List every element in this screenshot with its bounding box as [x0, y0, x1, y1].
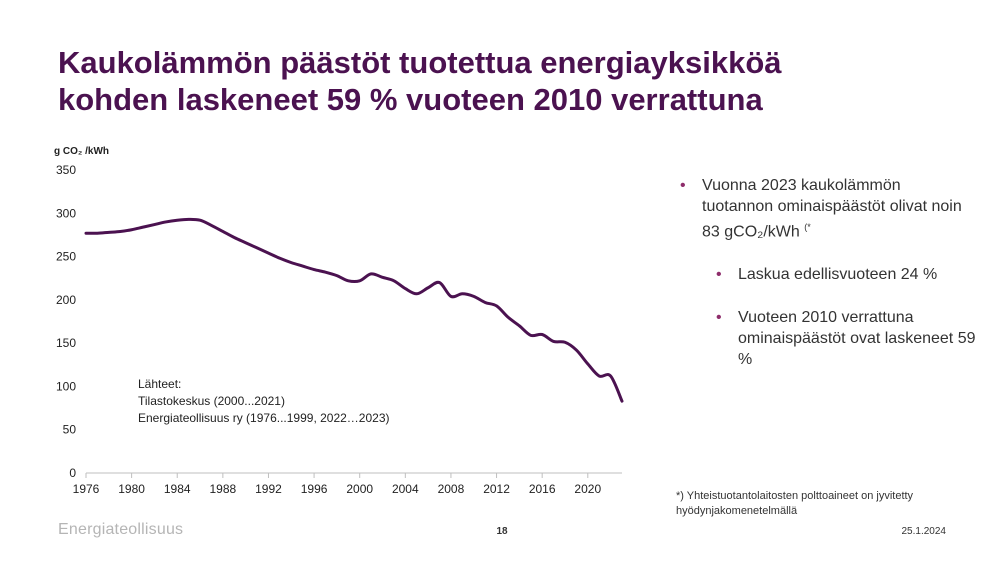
page-number: 18 — [496, 526, 508, 537]
slide-date: 25.1.2024 — [901, 526, 947, 537]
x-tick-label: 2012 — [483, 482, 510, 496]
footnote: *) Yhteistuotantolaitosten polttoaineet … — [676, 490, 914, 517]
sources-line-1: Tilastokeskus (2000...2021) — [138, 394, 285, 408]
y-tick-label: 150 — [56, 336, 76, 350]
x-tick-label: 2008 — [438, 482, 465, 496]
x-tick-label: 2000 — [346, 482, 373, 496]
x-tick-label: 2016 — [529, 482, 556, 496]
bullet-item-sub-1: Laskua edellisvuoteen 24 % — [712, 264, 976, 285]
sources-line-2: Energiateollisuus ry (1976...1999, 2022…… — [138, 411, 390, 425]
sources-heading: Lähteet: — [138, 377, 181, 391]
page-title: Kaukolämmön päästöt tuotettua energiayks… — [58, 44, 958, 118]
bullet-list: Vuonna 2023 kaukolämmön tuotannon ominai… — [676, 175, 976, 392]
x-tick-label: 1996 — [301, 482, 328, 496]
y-tick-label: 50 — [63, 423, 77, 437]
page-title-line-2: kohden laskeneet 59 % vuoteen 2010 verra… — [58, 82, 763, 117]
x-tick-label: 1984 — [164, 482, 191, 496]
x-tick-label: 1988 — [209, 482, 236, 496]
y-tick-label: 250 — [56, 250, 76, 264]
y-tick-label: 300 — [56, 206, 76, 220]
y-axis-title: g CO₂ /kWh — [54, 146, 109, 157]
page-title-line-1: Kaukolämmön päästöt tuotettua energiayks… — [58, 45, 782, 80]
x-tick-label: 1980 — [118, 482, 145, 496]
energiateollisuus-logo: Energiateollisuus — [58, 521, 184, 538]
bullet-item-main: Vuonna 2023 kaukolämmön tuotannon ominai… — [676, 175, 976, 242]
bullet-item-sub-2: Vuoteen 2010 verrattuna ominaispäästöt o… — [712, 307, 976, 370]
emissions-line-chart: g CO₂ /kWh 0 50 100 150 200 250 300 350 1976 1980 1… — [54, 146, 624, 496]
emissions-series-line — [84, 217, 624, 403]
x-tick-label: 1992 — [255, 482, 282, 496]
y-tick-label: 200 — [56, 293, 76, 307]
footnote-marker: (* — [804, 222, 811, 232]
x-tick-label: 1976 — [73, 482, 100, 496]
x-tick-label: 2004 — [392, 482, 419, 496]
y-tick-label: 350 — [56, 163, 76, 177]
y-tick-label: 100 — [56, 379, 76, 393]
bullet-item-main-text: Vuonna 2023 kaukolämmön tuotannon ominai… — [702, 177, 962, 241]
sources-annotation-box — [126, 373, 428, 430]
x-tick-label: 2020 — [574, 482, 601, 496]
y-tick-label: 0 — [69, 466, 76, 480]
